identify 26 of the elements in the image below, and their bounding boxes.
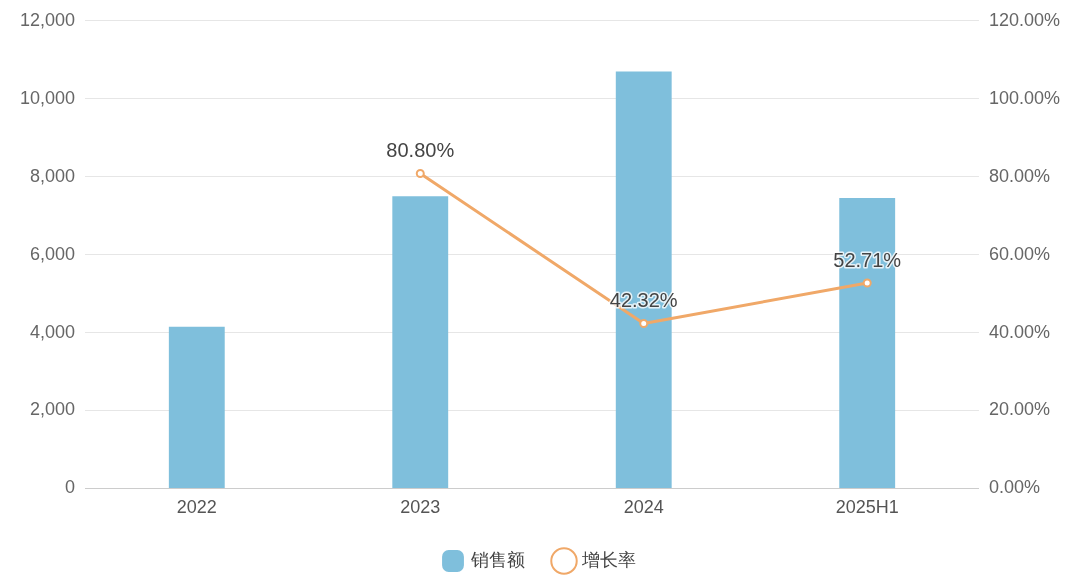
x-tick-label: 2022 — [176, 497, 217, 518]
legend-label: 增长率 — [581, 549, 636, 570]
y2-tick-label: 100.00% — [988, 87, 1060, 108]
x-tick-label: 2023 — [400, 497, 441, 518]
x-tick-label: 2025H1 — [835, 497, 899, 518]
y-tick-label: 12,000 — [19, 9, 76, 30]
y-tick-label: 8,000 — [30, 165, 76, 186]
y-tick-label: 6,000 — [30, 243, 76, 264]
y2-tick-label: 20.00% — [988, 399, 1050, 420]
y2-tick-label: 120.00% — [988, 9, 1060, 30]
y-tick-label: 10,000 — [19, 87, 76, 108]
y-tick-label: 4,000 — [30, 321, 76, 342]
y2-tick-label: 80.00% — [988, 165, 1050, 186]
y2-tick-label: 60.00% — [988, 243, 1050, 264]
y-tick-label: 2,000 — [30, 399, 76, 420]
y2-tick-label: 0.00% — [988, 477, 1040, 498]
legend-label: 销售额 — [470, 549, 525, 570]
y2-tick-label: 40.00% — [988, 321, 1050, 342]
bar — [392, 196, 449, 488]
point — [415, 169, 425, 179]
bar — [168, 326, 225, 488]
y-tick-label: 0 — [65, 477, 76, 498]
x-tick-label: 2024 — [623, 497, 664, 518]
point — [862, 278, 872, 288]
data-label: 80.80% — [386, 139, 455, 162]
point — [639, 318, 649, 328]
